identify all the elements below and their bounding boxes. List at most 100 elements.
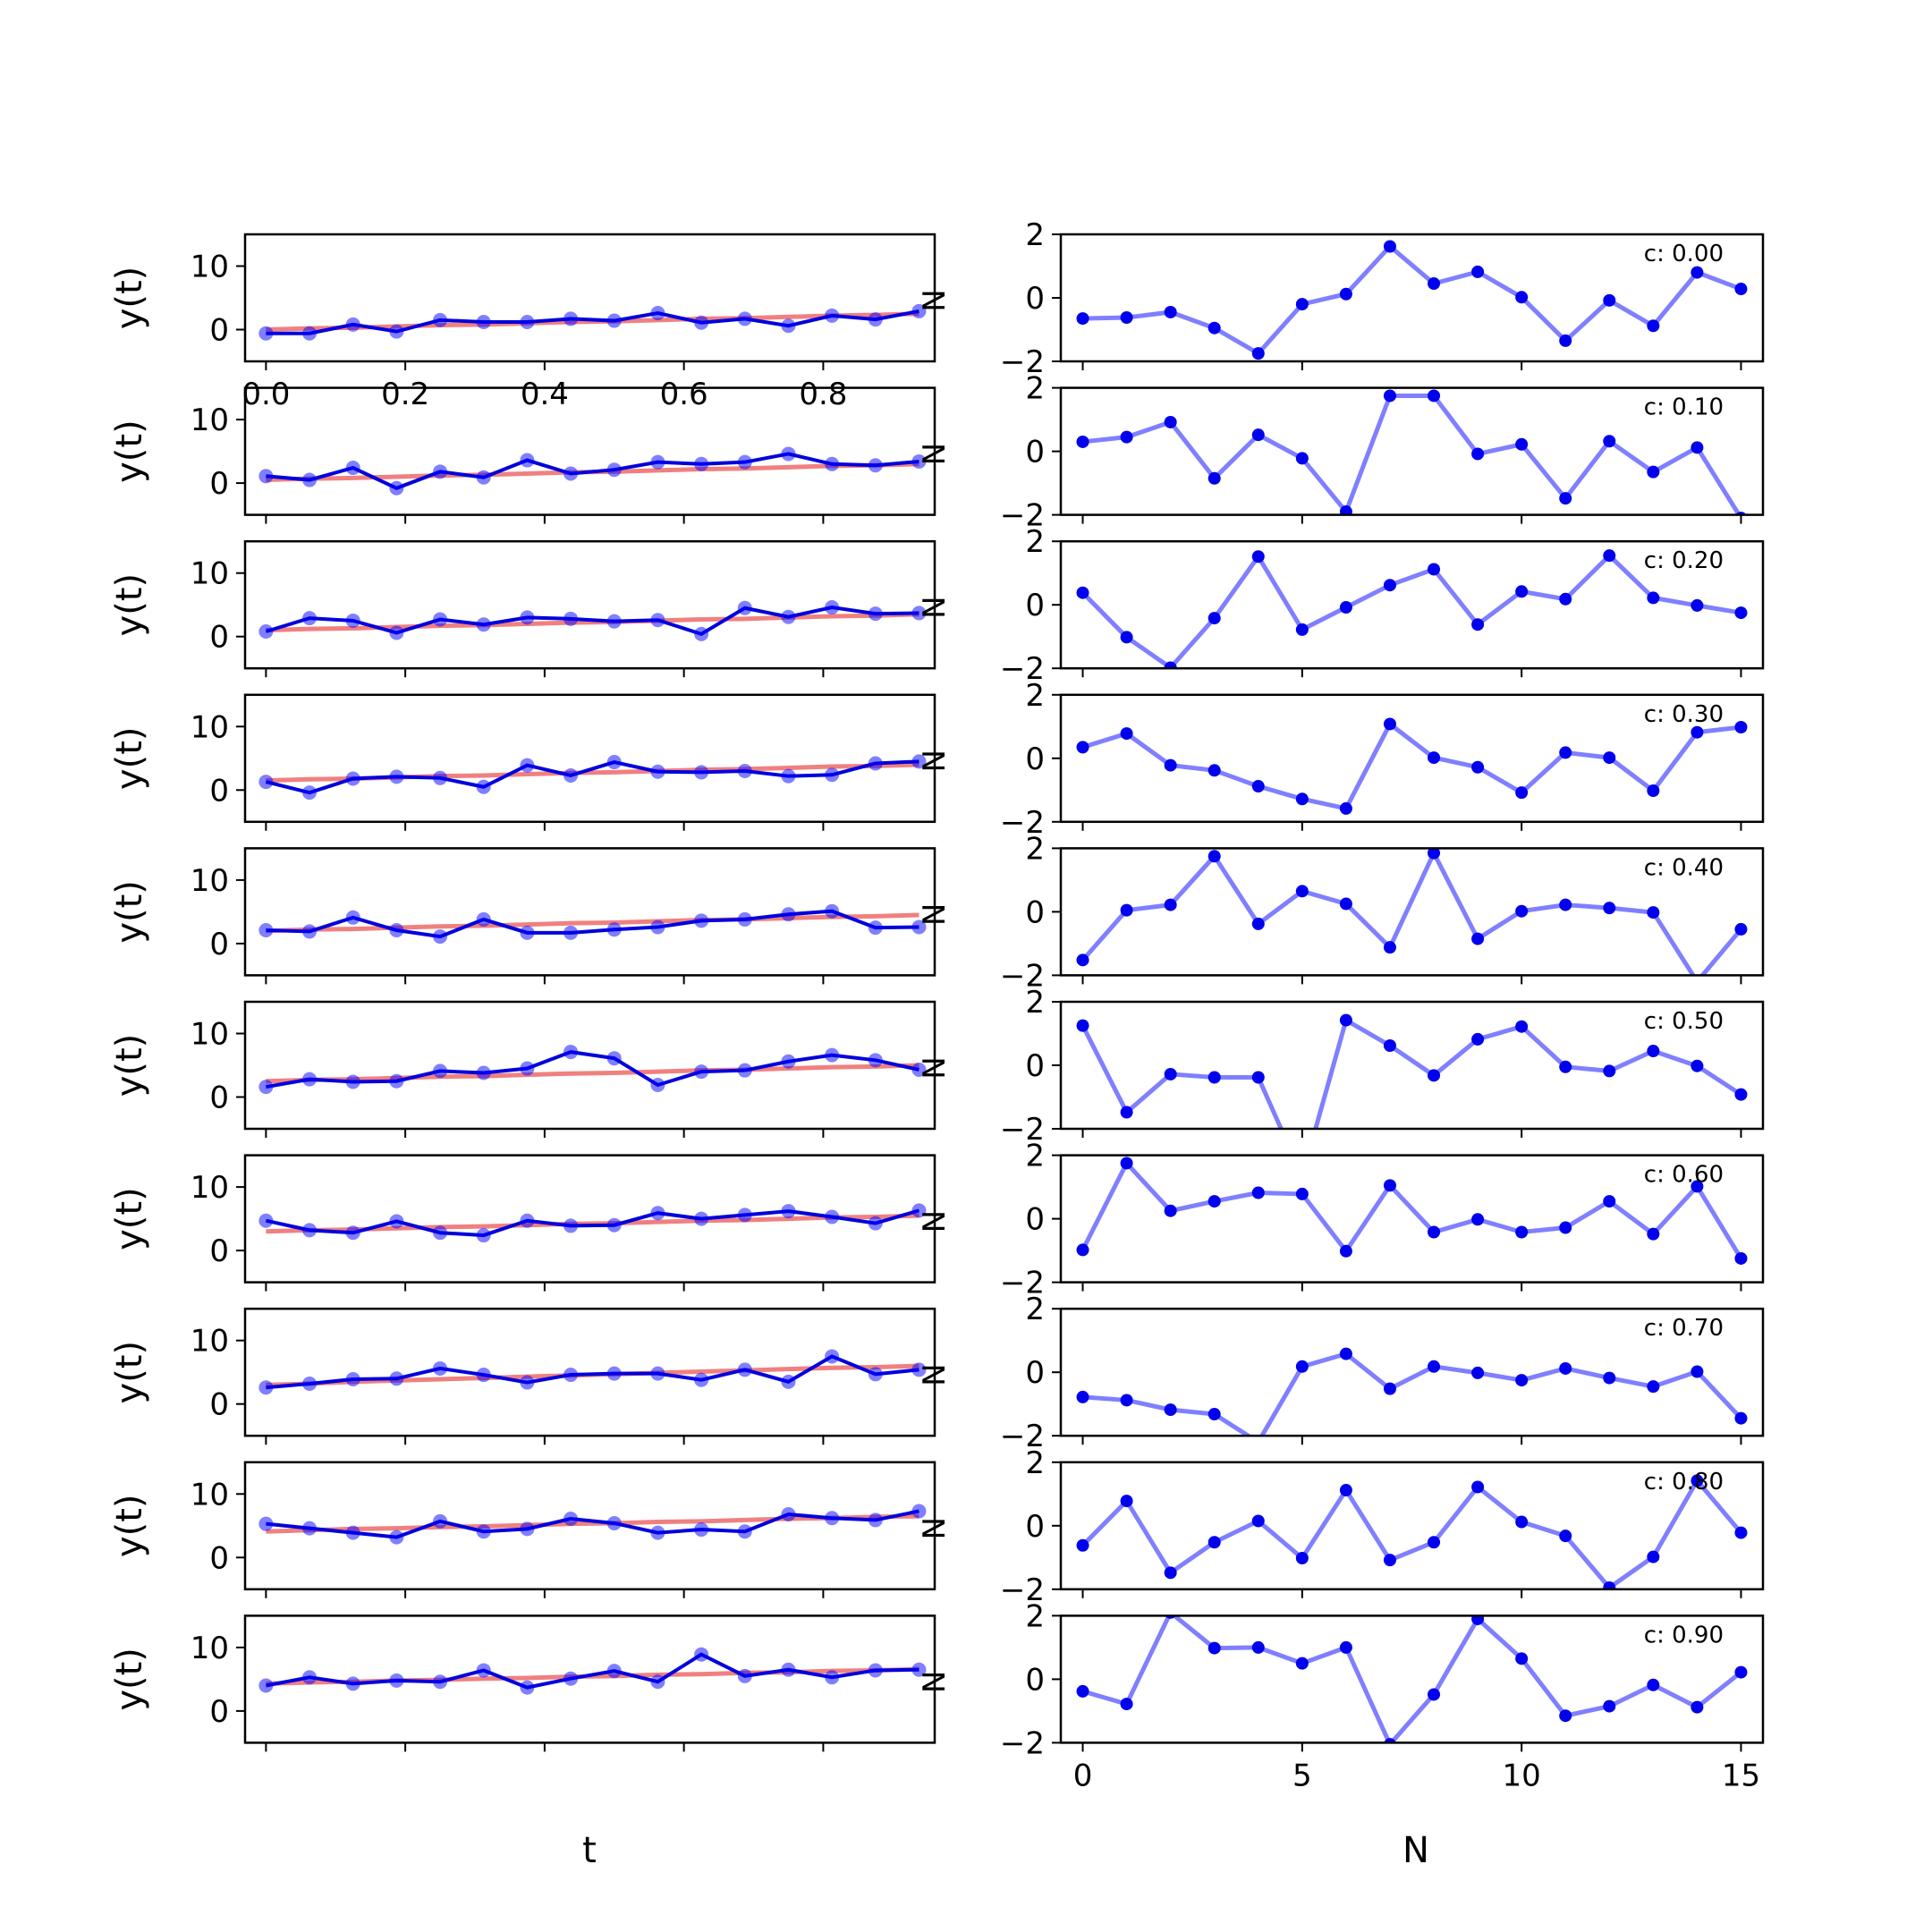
data-line: [266, 309, 919, 335]
c-annotation: c: 0.50: [1644, 1008, 1724, 1035]
data-point: [1076, 1538, 1089, 1552]
data-point: [781, 1374, 796, 1389]
y-tick-label: 10: [191, 1631, 229, 1666]
right-subplot-7: −2 0 2 c: 0.70: [1000, 1292, 1765, 1454]
data-point: [1383, 1038, 1396, 1052]
data-point: [1690, 1365, 1704, 1378]
data-point: [1076, 586, 1089, 599]
data-point: [1690, 1474, 1704, 1487]
data-point: [1647, 1380, 1660, 1394]
data-line: [1080, 1159, 1743, 1260]
y-axis-label: y(t): [109, 1341, 150, 1404]
data-point: [258, 469, 274, 484]
data-point: [737, 600, 752, 615]
data-point: [1076, 312, 1089, 326]
data-point: [1208, 612, 1221, 625]
data-point: [868, 1513, 883, 1528]
data-point: [520, 453, 535, 468]
fit-line: [266, 1213, 919, 1234]
y-tick-label: 2: [1025, 217, 1045, 253]
y-tick-label: 10: [191, 556, 229, 592]
y-tick-label: 2: [1025, 1139, 1045, 1174]
data-point: [825, 1511, 840, 1526]
data-line: [266, 452, 919, 490]
data-point: [433, 1360, 448, 1376]
data-point: [1428, 1688, 1441, 1701]
axes-frame: [1059, 386, 1765, 516]
data-point: [1647, 591, 1660, 605]
data-point: [1515, 291, 1529, 304]
right-subplot-4: −2 0 2 c: 0.40: [1000, 831, 1765, 994]
data-point: [911, 1504, 927, 1519]
data-point: [520, 1680, 535, 1695]
right-subplot-9: 0 5 10 15 −2 0 2 c: 0.90: [1000, 1598, 1765, 1793]
data-line: [265, 1652, 919, 1690]
x-tick-label: 0.6: [660, 377, 708, 412]
data-point: [1164, 305, 1177, 318]
data-point: [258, 1213, 274, 1228]
data-point: [1295, 1187, 1309, 1200]
data-point: [1120, 727, 1133, 741]
data-point: [302, 472, 318, 487]
data-point: [1383, 717, 1396, 731]
plot-area: [258, 1045, 927, 1095]
data-line: [265, 606, 919, 637]
c-annotation: c: 0.20: [1644, 547, 1724, 574]
y-tick-label: 10: [191, 402, 229, 438]
data-point: [1690, 1059, 1704, 1072]
data-point: [1603, 293, 1616, 307]
data-point: [1647, 784, 1660, 798]
data-point: [1690, 598, 1704, 612]
data-point: [345, 910, 360, 925]
data-point: [737, 764, 752, 778]
y-axis-label: y(t): [109, 1187, 150, 1250]
plot-area: [258, 1647, 927, 1695]
y-tick-label: 0: [209, 1233, 229, 1269]
data-point: [433, 612, 448, 627]
data-point: [1734, 1665, 1748, 1679]
data-point: [1339, 801, 1352, 815]
axes-frame: [243, 1000, 936, 1131]
y-axis-label: y(t): [109, 1648, 150, 1711]
data-point: [781, 1204, 796, 1219]
data-point: [564, 1218, 579, 1233]
data-point: [1383, 1179, 1396, 1192]
data-point: [476, 779, 491, 794]
data-point: [606, 1664, 622, 1679]
y-tick-label: 0: [1025, 281, 1045, 317]
data-point: [1251, 347, 1265, 360]
data-line: [266, 1354, 919, 1390]
data-point: [694, 626, 709, 641]
data-point: [694, 456, 709, 471]
data-line: [265, 1208, 920, 1238]
data-point: [737, 911, 752, 927]
data-point: [781, 907, 796, 922]
data-point: [825, 308, 840, 323]
data-point: [520, 314, 535, 329]
axes-frame: [1059, 1000, 1765, 1131]
y-tick-label: 10: [191, 863, 229, 899]
data-point: [1120, 1394, 1133, 1407]
data-point: [606, 614, 622, 629]
data-point: [1603, 1581, 1616, 1589]
data-point: [1428, 751, 1441, 765]
data-point: [650, 764, 665, 779]
data-point: [389, 1673, 404, 1688]
data-point: [1647, 319, 1660, 333]
y-tick-label: −2: [1000, 958, 1045, 994]
axes-frame: [1059, 1154, 1765, 1284]
data-point: [1383, 941, 1396, 954]
data-point: [433, 1674, 448, 1690]
data-point: [1515, 1020, 1529, 1033]
data-point: [1603, 1064, 1616, 1078]
data-point: [911, 754, 927, 769]
fit-line: [266, 1063, 919, 1084]
data-point: [1076, 435, 1089, 448]
data-point: [1515, 1225, 1529, 1239]
data-point: [1647, 465, 1660, 479]
data-point: [476, 1228, 491, 1243]
data-point: [606, 1051, 622, 1066]
c-annotation: c: 0.90: [1644, 1622, 1724, 1648]
data-point: [433, 312, 448, 327]
